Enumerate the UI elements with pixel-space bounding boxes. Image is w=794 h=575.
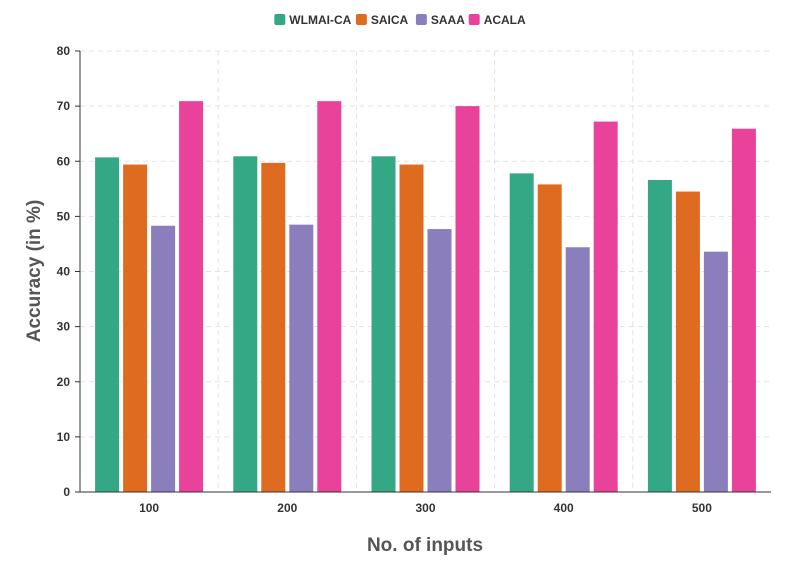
bar-acala-500 — [731, 128, 756, 492]
bar-wlmai-ca-300 — [371, 156, 396, 492]
bar-saaa-200 — [289, 224, 314, 493]
y-tick-label: 30 — [57, 320, 71, 334]
y-tick-label: 40 — [57, 265, 71, 279]
x-tick-label: 300 — [415, 501, 435, 515]
bar-acala-200 — [317, 101, 342, 492]
x-tick-label: 400 — [554, 501, 574, 515]
bar-saica-500 — [675, 191, 700, 492]
bar-acala-100 — [179, 101, 204, 492]
legend-swatch — [355, 14, 367, 25]
y-tick-label: 10 — [57, 430, 71, 444]
y-tick-labels: 0 10 20 30 40 50 60 70 80 — [57, 44, 80, 499]
bar-saica-200 — [261, 162, 286, 492]
bar-saaa-300 — [427, 229, 452, 492]
legend-label: ACALA — [484, 13, 526, 27]
y-tick-label: 80 — [57, 44, 71, 58]
y-tick-label: 70 — [57, 99, 71, 113]
x-tick-label: 500 — [692, 501, 712, 515]
legend: WLMAI-CA SAICA SAAA ACALA — [274, 13, 526, 27]
y-tick-label: 60 — [57, 154, 71, 168]
legend-swatch — [415, 14, 427, 25]
x-tick-labels: 100 200 300 400 500 — [139, 501, 712, 515]
x-tick-label: 100 — [139, 501, 159, 515]
bar-acala-300 — [455, 106, 480, 492]
bar-saaa-100 — [151, 225, 176, 492]
bar-saaa-500 — [703, 251, 728, 492]
y-tick-label: 0 — [63, 485, 70, 499]
bar-acala-400 — [593, 121, 618, 492]
x-axis-title: No. of inputs — [367, 535, 483, 556]
x-tick-label: 200 — [277, 501, 297, 515]
bar-wlmai-ca-400 — [509, 173, 534, 492]
y-tick-label: 50 — [57, 209, 71, 223]
bar-wlmai-ca-200 — [233, 156, 258, 492]
bar-saaa-400 — [565, 247, 590, 492]
bar-wlmai-ca-100 — [95, 157, 120, 493]
legend-label: SAAA — [431, 13, 465, 27]
y-tick-label: 20 — [57, 375, 71, 389]
bar-wlmai-ca-500 — [647, 179, 672, 492]
legend-swatch — [274, 14, 286, 25]
y-axis-title: Accuracy (in %) — [24, 200, 45, 343]
bar-saica-300 — [399, 164, 424, 492]
legend-label: WLMAI-CA — [289, 13, 351, 27]
bar-saica-400 — [537, 184, 562, 492]
legend-label: SAICA — [371, 13, 409, 27]
bars — [95, 101, 756, 493]
bar-saica-100 — [123, 164, 148, 492]
legend-swatch — [468, 14, 480, 25]
grid-lines — [80, 50, 771, 492]
